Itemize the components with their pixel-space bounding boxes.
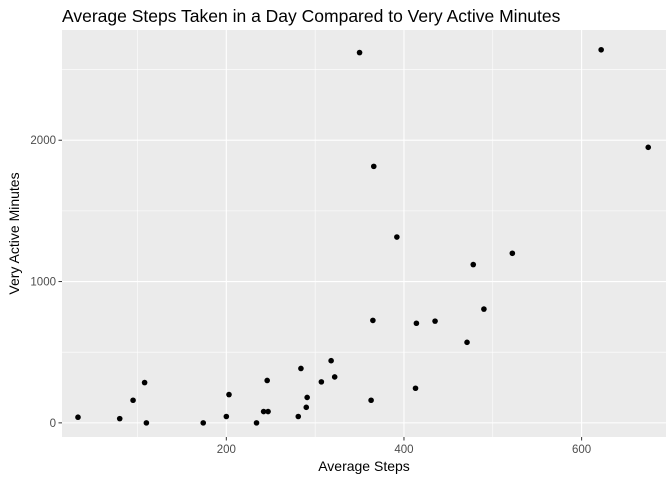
data-point <box>509 250 516 257</box>
x-tick-label: 200 <box>217 444 236 456</box>
data-point <box>331 374 338 380</box>
data-point <box>295 413 302 420</box>
chart-title: Average Steps Taken in a Day Compared to… <box>62 6 561 26</box>
data-point <box>304 394 310 401</box>
data-point <box>260 408 267 415</box>
data-point <box>130 397 136 404</box>
data-point <box>370 317 376 324</box>
minor-gridlines <box>62 30 666 437</box>
data-point <box>394 234 400 240</box>
data-point <box>265 408 271 415</box>
data-point <box>303 404 310 411</box>
data-points <box>75 46 652 426</box>
data-point <box>116 415 123 422</box>
data-point <box>328 357 334 364</box>
plot-panel <box>62 30 666 437</box>
data-point <box>264 377 270 384</box>
major-gridlines <box>62 30 666 437</box>
x-tick-label: 600 <box>572 444 591 456</box>
data-point <box>141 379 148 386</box>
data-point <box>200 420 207 426</box>
data-point <box>226 391 232 398</box>
data-point <box>464 339 470 346</box>
data-point <box>598 46 604 53</box>
data-point <box>75 414 81 421</box>
x-axis-title: Average Steps <box>318 458 410 474</box>
data-point <box>370 163 377 170</box>
data-point <box>298 365 304 372</box>
data-point <box>412 385 419 392</box>
data-point <box>253 420 260 426</box>
y-axis-ticks: 0 1000 2000 <box>30 135 62 430</box>
data-point <box>432 318 438 324</box>
data-point <box>470 261 477 268</box>
y-tick-label: 2000 <box>30 135 56 147</box>
y-tick-label: 0 <box>50 418 56 430</box>
data-point <box>318 379 325 385</box>
y-axis-title: Very Active Minutes <box>6 172 22 294</box>
data-point <box>645 144 652 151</box>
x-axis-ticks: 200 400 600 <box>217 437 591 456</box>
data-point <box>481 306 487 312</box>
data-point <box>143 420 150 426</box>
y-tick-label: 1000 <box>30 277 56 289</box>
data-point <box>413 320 420 327</box>
x-tick-label: 400 <box>394 444 413 456</box>
data-point <box>223 413 230 420</box>
data-point <box>368 397 374 404</box>
data-point <box>356 49 363 56</box>
